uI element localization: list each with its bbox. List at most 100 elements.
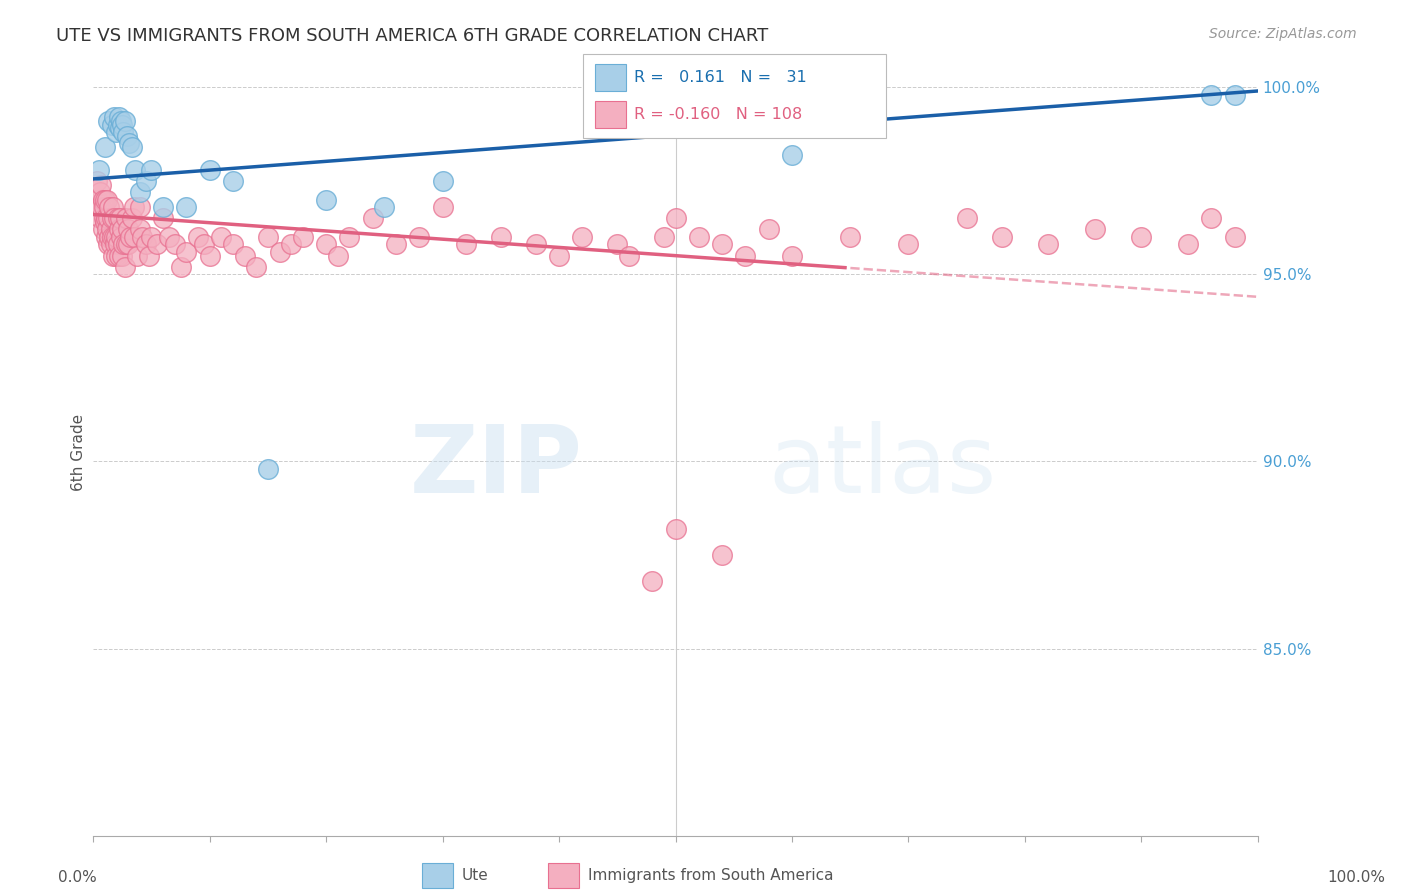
Point [91, 193, 114, 207]
Point [87, 200, 110, 214]
Point [120, 230, 142, 244]
Text: R = -0.160   N = 108: R = -0.160 N = 108 [634, 107, 803, 122]
Point [98, 200, 121, 214]
Point [107, 249, 129, 263]
Point [780, 249, 803, 263]
Point [94, 211, 117, 226]
Point [1199, 87, 1222, 102]
Point [408, 230, 430, 244]
Point [339, 230, 361, 244]
Point [94, 193, 117, 207]
Point [169, 260, 191, 274]
Point [1038, 237, 1060, 252]
Point [122, 230, 145, 244]
Point [103, 211, 125, 226]
Point [361, 211, 384, 226]
Text: UTE VS IMMIGRANTS FROM SOUTH AMERICA 6TH GRADE CORRELATION CHART: UTE VS IMMIGRANTS FROM SOUTH AMERICA 6TH… [56, 27, 769, 45]
Point [107, 110, 129, 124]
Point [94, 230, 117, 244]
Point [990, 230, 1012, 244]
Point [111, 222, 134, 236]
Point [107, 222, 129, 236]
Point [734, 249, 756, 263]
Point [104, 237, 127, 252]
Point [96, 222, 118, 236]
Point [105, 230, 128, 244]
Point [152, 211, 174, 226]
Point [96, 193, 118, 207]
Point [245, 260, 267, 274]
Point [187, 230, 209, 244]
Point [176, 244, 198, 259]
Point [138, 249, 160, 263]
Text: ZIP: ZIP [409, 422, 582, 514]
Point [257, 230, 280, 244]
Point [108, 211, 131, 226]
Point [489, 230, 512, 244]
Point [176, 200, 198, 214]
Point [641, 574, 664, 589]
Point [280, 237, 302, 252]
Text: R =   0.161   N =   31: R = 0.161 N = 31 [634, 70, 807, 85]
Point [110, 114, 132, 128]
Point [688, 230, 710, 244]
Point [93, 200, 115, 214]
Point [758, 222, 780, 236]
Point [209, 230, 232, 244]
Point [1084, 222, 1107, 236]
Text: 0.0%: 0.0% [58, 870, 97, 885]
Point [222, 237, 245, 252]
Point [111, 118, 134, 132]
Point [257, 462, 280, 476]
Point [118, 136, 141, 151]
Point [112, 125, 135, 139]
Point [114, 237, 136, 252]
Point [105, 125, 128, 139]
Point [135, 237, 157, 252]
Point [101, 118, 124, 132]
Point [86, 174, 108, 188]
Point [141, 162, 163, 177]
Point [198, 162, 221, 177]
Point [1130, 230, 1153, 244]
Point [432, 174, 454, 188]
Point [135, 174, 157, 188]
Point [897, 237, 920, 252]
Point [105, 249, 128, 263]
Point [711, 237, 734, 252]
Point [89, 185, 111, 199]
Point [90, 200, 112, 214]
Point [157, 230, 180, 244]
Point [1223, 87, 1246, 102]
Point [128, 200, 150, 214]
Point [652, 230, 675, 244]
Point [101, 211, 124, 226]
Point [198, 249, 221, 263]
Point [315, 237, 337, 252]
Text: atlas: atlas [769, 422, 997, 514]
Point [114, 114, 136, 128]
Point [233, 249, 256, 263]
Point [146, 237, 169, 252]
Point [122, 200, 145, 214]
Point [326, 249, 349, 263]
Point [617, 249, 640, 263]
Point [101, 200, 124, 214]
Point [101, 230, 124, 244]
Text: 100.0%: 100.0% [1327, 870, 1386, 885]
Point [711, 548, 734, 562]
Text: Immigrants from South America: Immigrants from South America [588, 869, 834, 883]
Point [115, 128, 138, 143]
Point [1223, 230, 1246, 244]
Point [131, 230, 153, 244]
Point [956, 211, 979, 226]
Point [606, 237, 628, 252]
Point [548, 249, 571, 263]
Point [128, 222, 150, 236]
Point [163, 237, 186, 252]
Y-axis label: 6th Grade: 6th Grade [72, 414, 86, 491]
Point [454, 237, 477, 252]
Point [89, 211, 111, 226]
Point [315, 193, 337, 207]
Point [664, 522, 686, 536]
